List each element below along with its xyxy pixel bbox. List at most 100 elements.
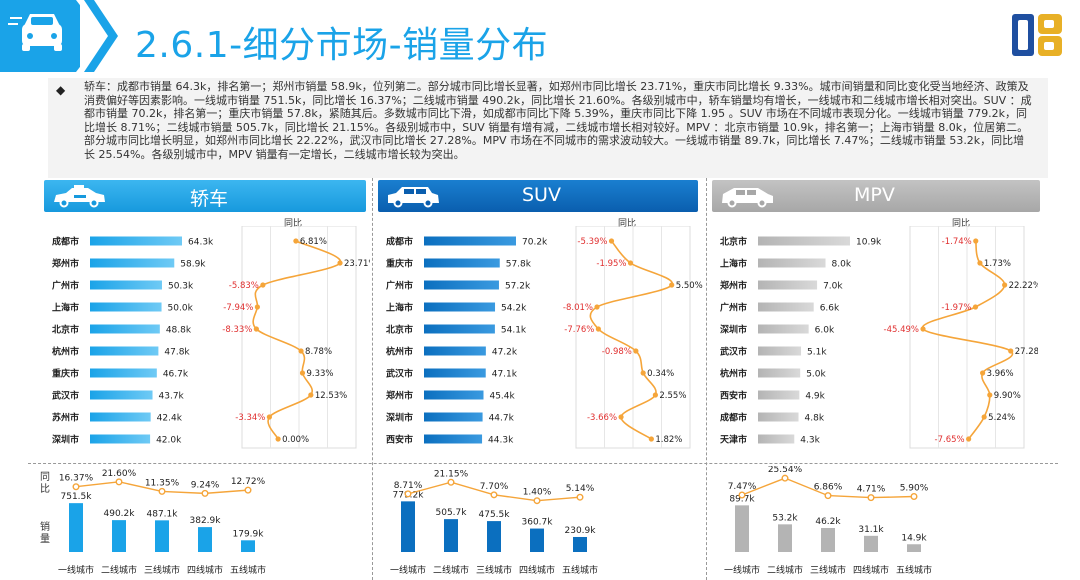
tier-yoy-point xyxy=(404,490,412,498)
sales-bar xyxy=(424,258,500,268)
yoy-value-label: 5.24% xyxy=(988,413,1015,423)
sales-value-label: 5.0k xyxy=(806,370,826,380)
tier-yoy-label: 21.15% xyxy=(434,469,469,479)
sales-bar xyxy=(424,324,495,334)
yoy-value-label: -3.66% xyxy=(587,413,617,423)
sales-value-label: 42.4k xyxy=(157,414,183,424)
yoy-title-sedan: 同比 xyxy=(284,219,303,229)
yoy-value-label: 9.33% xyxy=(306,369,333,379)
tier-sales-bar xyxy=(198,527,212,552)
suv-tier-chart: 779.2k一线城市505.7k二线城市475.5k三线城市360.7k四线城市… xyxy=(390,469,598,576)
yoy-value-label: -7.94% xyxy=(223,303,253,313)
yoy-point xyxy=(966,436,972,442)
sales-value-label: 50.0k xyxy=(168,304,194,314)
tier-sales-bar xyxy=(487,521,501,552)
tier-sales-bar xyxy=(444,519,458,552)
yoy-value-label: -1.97% xyxy=(941,303,971,313)
yoy-point xyxy=(981,414,987,420)
tier-sales-bar xyxy=(530,528,544,552)
yoy-point xyxy=(980,370,986,376)
tier-yoy-point xyxy=(447,478,455,486)
city-label: 广州市 xyxy=(52,280,79,292)
sales-bar xyxy=(424,412,483,422)
city-label: 广州市 xyxy=(386,280,413,292)
city-label: 西安市 xyxy=(720,390,747,402)
tier-yoy-label: 21.60% xyxy=(102,469,137,479)
tier-category-label: 一线城市 xyxy=(58,564,94,576)
yoy-value-label: -1.74% xyxy=(942,237,972,247)
sales-bar xyxy=(758,236,850,246)
tier-sales-bar xyxy=(573,536,587,552)
yoy-point xyxy=(298,348,304,354)
panel-title-mpv: MPV xyxy=(854,184,895,206)
tier-category-label: 三线城市 xyxy=(476,564,512,576)
sales-value-label: 6.6k xyxy=(820,304,840,314)
tier-sales-bar xyxy=(112,520,126,552)
yoy-point xyxy=(275,436,281,442)
tier-yoy-label: 9.24% xyxy=(191,480,220,490)
tier-sales-bar xyxy=(241,540,255,552)
panel-title-suv: SUV xyxy=(522,184,561,206)
tier-yoy-point xyxy=(910,492,918,500)
sales-value-label: 58.9k xyxy=(180,260,206,270)
tier-category-label: 五线城市 xyxy=(230,564,266,576)
city-label: 上海市 xyxy=(386,302,413,314)
sales-value-label: 50.3k xyxy=(168,282,194,292)
yoy-point xyxy=(920,326,926,332)
tier-sales-bar xyxy=(155,520,169,552)
tier-yoy-point xyxy=(824,492,832,500)
yoy-value-label: 12.53% xyxy=(315,391,347,401)
sales-bar xyxy=(424,390,484,400)
sales-value-label: 54.2k xyxy=(501,304,527,314)
yoy-point xyxy=(652,392,658,398)
tier-yoy-point xyxy=(158,487,166,495)
yoy-point xyxy=(669,282,675,288)
yoy-value-label: -3.34% xyxy=(235,413,265,423)
sales-value-label: 57.8k xyxy=(506,260,532,270)
tier-yoy-label: 8.71% xyxy=(394,481,423,491)
tier-sales-label: 46.2k xyxy=(815,517,841,527)
yoy-point xyxy=(266,414,272,420)
tier-yoy-label: 5.14% xyxy=(566,484,595,494)
divider-1 xyxy=(372,178,373,580)
yoy-value-label: 5.50% xyxy=(676,281,703,291)
yoy-value-label: 22.22% xyxy=(1009,281,1038,291)
tier-category-label: 二线城市 xyxy=(433,564,469,576)
sales-bar xyxy=(90,390,153,400)
city-label: 西安市 xyxy=(386,434,413,446)
sales-bar xyxy=(424,434,483,444)
header: 2.6.1-细分市场-销量分布 xyxy=(0,0,1080,72)
mpv-car-icon xyxy=(722,188,773,208)
car-chevron-logo-icon xyxy=(0,0,80,72)
sales-bar xyxy=(758,280,818,290)
sales-bar xyxy=(90,302,162,312)
yoy-point xyxy=(337,260,343,266)
city-label: 郑州市 xyxy=(52,258,79,270)
tier-sales-label: 505.7k xyxy=(436,508,468,518)
tier-sales-bar xyxy=(69,503,83,552)
city-label: 杭州市 xyxy=(386,346,413,358)
sales-value-label: 5.1k xyxy=(807,348,827,358)
city-label: 深圳市 xyxy=(720,324,747,336)
sales-bar xyxy=(758,302,814,312)
sales-bar xyxy=(758,412,799,422)
yoy-value-label: 1.73% xyxy=(984,259,1011,269)
yoy-point xyxy=(627,260,634,266)
tier-sales-label: 360.7k xyxy=(522,518,554,528)
yoy-value-label: -0.98% xyxy=(602,347,632,357)
city-label: 郑州市 xyxy=(386,390,413,402)
city-label: 北京市 xyxy=(720,236,747,248)
sales-bar xyxy=(90,346,159,356)
yoy-value-label: 2.55% xyxy=(659,391,686,401)
city-label: 成都市 xyxy=(386,236,413,248)
sales-value-label: 8.0k xyxy=(832,260,852,270)
sales-bar xyxy=(90,368,157,378)
tier-sales-label: 751.5k xyxy=(61,492,93,502)
tier-category-label: 一线城市 xyxy=(390,564,426,576)
city-label: 上海市 xyxy=(52,302,79,314)
yoy-point xyxy=(253,326,259,332)
sales-bar xyxy=(758,346,802,356)
yoy-point xyxy=(987,392,993,398)
summary-bullet: ◆ xyxy=(56,83,66,97)
tier-category-label: 一线城市 xyxy=(724,564,760,576)
